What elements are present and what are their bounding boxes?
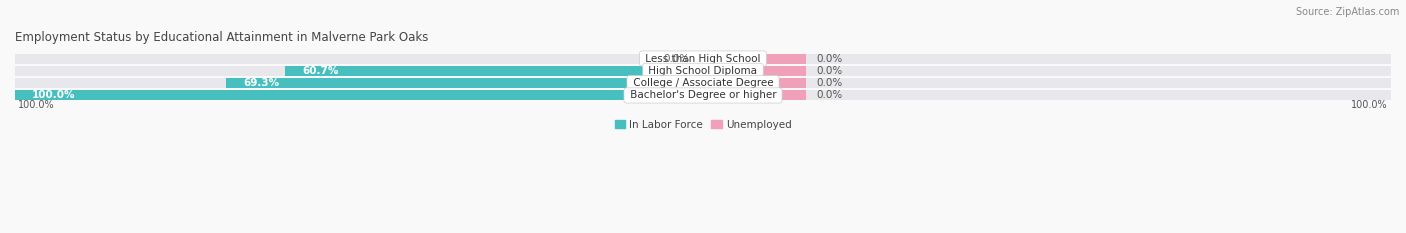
Bar <box>285 66 703 76</box>
Bar <box>15 66 1391 76</box>
Text: Source: ZipAtlas.com: Source: ZipAtlas.com <box>1295 7 1399 17</box>
Text: Employment Status by Educational Attainment in Malverne Park Oaks: Employment Status by Educational Attainm… <box>15 31 429 44</box>
Text: College / Associate Degree: College / Associate Degree <box>630 78 776 88</box>
Text: 60.7%: 60.7% <box>302 66 339 76</box>
Bar <box>703 54 806 64</box>
Bar <box>15 54 1391 64</box>
Legend: In Labor Force, Unemployed: In Labor Force, Unemployed <box>614 120 792 130</box>
Bar <box>703 66 806 76</box>
Text: 69.3%: 69.3% <box>243 78 280 88</box>
Text: 0.0%: 0.0% <box>817 78 842 88</box>
Text: 0.0%: 0.0% <box>817 66 842 76</box>
Text: Less than High School: Less than High School <box>643 54 763 64</box>
Text: 0.0%: 0.0% <box>817 90 842 100</box>
Text: 0.0%: 0.0% <box>817 54 842 64</box>
Bar <box>15 90 1391 100</box>
Bar <box>703 78 806 88</box>
Text: Bachelor's Degree or higher: Bachelor's Degree or higher <box>627 90 779 100</box>
Text: 100.0%: 100.0% <box>1351 100 1388 110</box>
Text: 100.0%: 100.0% <box>32 90 76 100</box>
Bar <box>15 90 703 100</box>
Bar <box>226 78 703 88</box>
Bar <box>15 78 1391 88</box>
Text: 0.0%: 0.0% <box>664 54 689 64</box>
Text: 100.0%: 100.0% <box>18 100 55 110</box>
Bar <box>703 90 806 100</box>
Text: High School Diploma: High School Diploma <box>645 66 761 76</box>
